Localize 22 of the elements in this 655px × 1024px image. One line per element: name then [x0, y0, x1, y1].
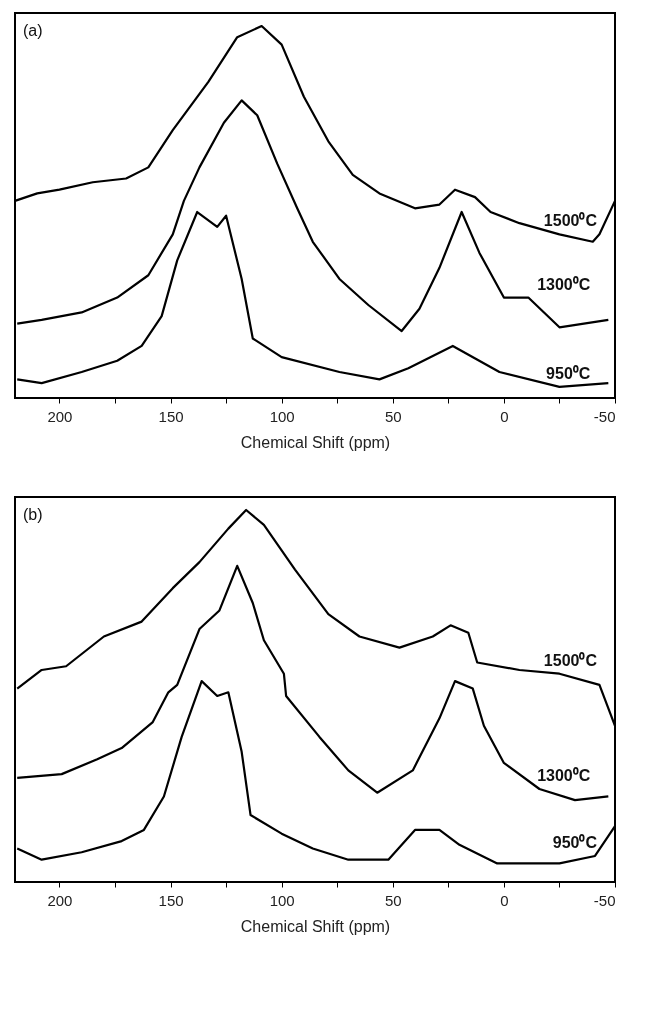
x-axis-title: Chemical Shift (ppm)	[240, 433, 391, 451]
series-label: 950⁰C	[546, 364, 591, 382]
x-tick-label: 0	[500, 407, 509, 425]
x-tick-label: 50	[384, 407, 402, 425]
x-tick-label: 200	[47, 407, 73, 425]
x-tick-label: 150	[158, 407, 184, 425]
x-axis-title: Chemical Shift (ppm)	[240, 917, 391, 935]
x-tick-label: 50	[384, 891, 402, 909]
x-tick-label: -50	[593, 891, 616, 909]
series-label: 1300⁰C	[537, 767, 591, 784]
series-label: 1500⁰C	[543, 651, 598, 669]
x-tick-label: 0	[500, 891, 509, 909]
annotation: (b)	[23, 506, 43, 523]
x-tick-label: 100	[269, 407, 295, 425]
x-tick-label: -50	[593, 407, 616, 425]
x-tick-label: 150	[158, 891, 184, 909]
x-tick-label: 100	[269, 891, 295, 909]
series-label: 1300⁰C	[537, 275, 591, 293]
x-tick-label: 200	[47, 891, 73, 909]
annotation: (a)	[23, 22, 43, 39]
series-label: 1500⁰C	[543, 212, 598, 230]
series-label: 950⁰C	[552, 833, 598, 851]
